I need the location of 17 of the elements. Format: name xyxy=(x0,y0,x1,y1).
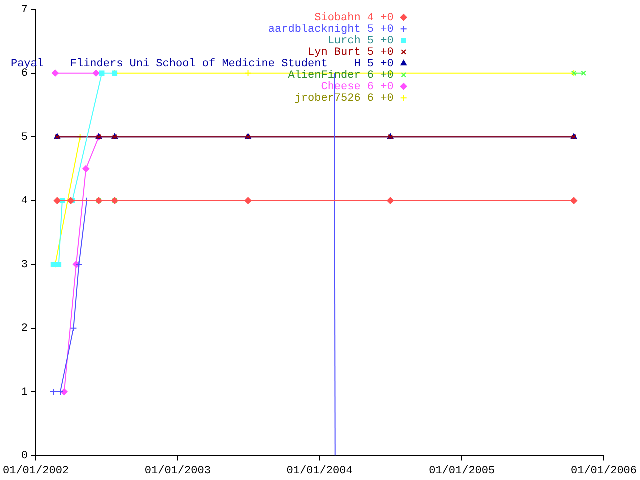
y-tick-label: 0 xyxy=(21,450,28,463)
x-tick-label: 01/01/2002 xyxy=(3,465,70,478)
y-tick-label: 1 xyxy=(21,386,28,399)
legend-label: aardblacknight 5 +0 xyxy=(268,24,394,36)
x-tick-label: 01/01/2006 xyxy=(570,465,637,478)
y-tick-label: 5 xyxy=(21,132,28,144)
y-tick-label: 4 xyxy=(21,196,28,208)
x-tick-label: 01/01/2005 xyxy=(429,465,496,478)
legend-label: Lurch 5 +0 xyxy=(328,36,394,48)
y-tick-label: 2 xyxy=(21,323,28,336)
y-tick-label: 3 xyxy=(21,259,28,272)
y-tick-label: 6 xyxy=(21,68,28,80)
x-tick-label: 01/01/2003 xyxy=(144,465,211,478)
legend-label: Lyn Burt 5 +0 xyxy=(308,47,394,60)
y-tick-label: 7 xyxy=(21,4,28,17)
legend-label: Siobahn 4 +0 xyxy=(314,12,394,25)
x-tick-label: 01/01/2004 xyxy=(286,465,354,478)
